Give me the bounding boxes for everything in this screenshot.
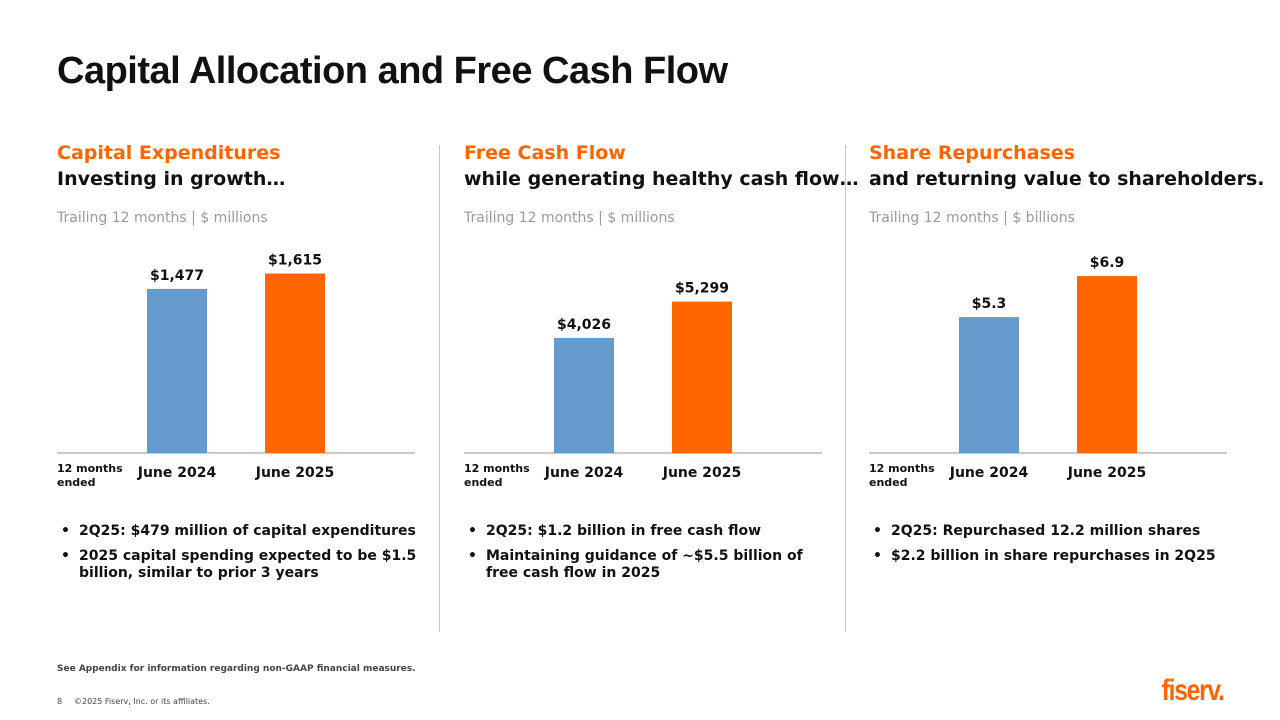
bar-june-2025 [672,301,732,453]
bar-value-label: $1,477 [150,268,204,284]
bullet-item: 2Q25: $479 million of capital expenditur… [61,523,431,540]
page-number: 8 [57,697,63,706]
bullet-item: $2.2 billion in share repurchases in 2Q2… [873,548,1243,565]
bar-june-2024 [959,317,1019,453]
bullet-item: 2Q25: $1.2 billion in free cash flow [468,523,838,540]
bullet-item: 2Q25: Repurchased 12.2 million shares [873,523,1243,540]
page-title: Capital Allocation and Free Cash Flow [57,50,728,92]
bullet-list: 2Q25: $479 million of capital expenditur… [61,523,431,590]
copyright: ©2025 Fiserv, Inc. or its affiliates. [74,697,210,706]
capex-bar-chart: $1,477 June 2024 $1,615 June 2025 [57,253,415,481]
free-cash-flow-bar-chart: $4,026 June 2024 $5,299 June 2025 [464,281,822,481]
bullet-list: 2Q25: Repurchased 12.2 million shares $2… [873,523,1243,573]
unit-note: Trailing 12 months | $ millions [464,210,675,226]
column-divider [845,145,846,632]
bullet-item: Maintaining guidance of ~$5.5 billion of… [468,548,838,582]
bar-value-label: $4,026 [557,317,611,333]
category-label: June 2025 [1067,465,1146,481]
bar-value-label: $1,615 [268,253,322,269]
fiserv-logo: fiserv. [1161,674,1225,707]
bullet-list: 2Q25: $1.2 billion in free cash flow Mai… [468,523,838,590]
category-label: June 2025 [662,465,741,481]
panel-subtitle: Investing in growth… [57,168,286,190]
bar-june-2025 [1077,276,1137,453]
footnote: See Appendix for information regarding n… [57,664,416,674]
bar-june-2025 [265,273,325,453]
panel-title: Capital Expenditures [57,142,281,164]
unit-note: Trailing 12 months | $ billions [869,210,1075,226]
capex-panel: Capital Expenditures Investing in growth… [57,140,437,640]
bar-value-label: $5.3 [972,296,1007,312]
share-repurchases-bar-chart: $5.3 June 2024 $6.9 June 2025 [869,255,1227,481]
free-cash-flow-panel: Free Cash Flow while generating healthy … [464,140,859,640]
unit-note: Trailing 12 months | $ millions [57,210,268,226]
category-label: June 2025 [255,465,334,481]
axis-note: 12 months ended [464,462,530,489]
category-label: June 2024 [544,465,624,481]
axis-note: 12 months ended [869,462,935,489]
category-label: June 2024 [137,465,217,481]
bullet-item: 2025 capital spending expected to be $1.… [61,548,431,582]
panel-title: Share Repurchases [869,142,1076,164]
panel-subtitle: while generating healthy cash flow… [464,168,859,190]
category-label: June 2024 [949,465,1029,481]
bar-june-2024 [554,337,614,453]
share-repurchases-panel: Share Repurchases and returning value to… [869,140,1264,640]
panel-subtitle: and returning value to shareholders. [869,168,1265,190]
bar-june-2024 [147,288,207,453]
panel-title: Free Cash Flow [464,142,626,164]
bar-value-label: $5,299 [675,281,729,297]
bar-value-label: $6.9 [1090,255,1125,271]
axis-note: 12 months ended [57,462,123,489]
column-divider [439,145,440,632]
